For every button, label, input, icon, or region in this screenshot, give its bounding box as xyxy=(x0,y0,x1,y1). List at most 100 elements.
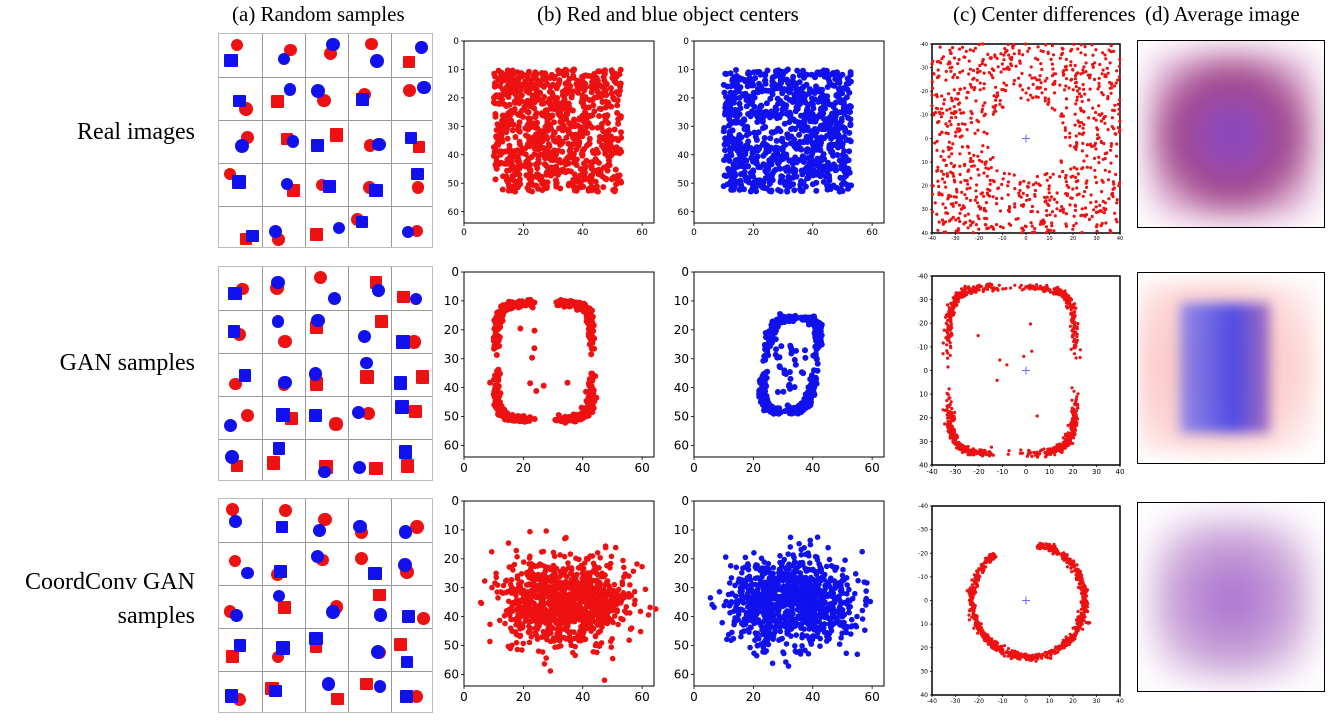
data-point xyxy=(612,544,619,551)
red-circle xyxy=(410,519,424,534)
data-point xyxy=(776,363,783,370)
data-point xyxy=(507,107,514,114)
data-point xyxy=(547,638,554,645)
blue-circle xyxy=(308,367,323,381)
data-point xyxy=(553,177,559,184)
data-point xyxy=(528,179,534,186)
data-point xyxy=(493,320,500,327)
data-point xyxy=(771,406,778,413)
data-point xyxy=(561,96,568,103)
data-point xyxy=(618,129,624,136)
data-point xyxy=(787,113,794,120)
grid-divider xyxy=(219,585,432,586)
data-point xyxy=(626,637,632,643)
data-point xyxy=(522,418,529,425)
data-point xyxy=(835,144,841,151)
data-point xyxy=(758,388,765,395)
data-point xyxy=(843,94,850,101)
data-point xyxy=(817,142,824,149)
data-point xyxy=(738,154,745,161)
data-point xyxy=(738,171,745,177)
sample-grid-real xyxy=(218,33,433,248)
data-point xyxy=(531,141,538,148)
data-point xyxy=(542,123,549,130)
data-point xyxy=(607,560,614,567)
data-point xyxy=(794,407,801,414)
data-point xyxy=(492,335,499,342)
data-point xyxy=(498,589,504,595)
data-point xyxy=(614,600,620,606)
data-point xyxy=(517,608,524,615)
plot-frame xyxy=(693,271,885,458)
data-point xyxy=(521,587,527,594)
data-point xyxy=(588,395,595,402)
data-point xyxy=(491,376,497,383)
blue-circle xyxy=(224,450,239,465)
data-point xyxy=(741,186,747,193)
data-point xyxy=(510,166,517,173)
data-point xyxy=(526,639,533,646)
data-point xyxy=(516,141,523,148)
data-point xyxy=(785,383,792,389)
x-tick-label: 40 xyxy=(575,461,590,475)
data-point xyxy=(582,169,588,176)
data-point xyxy=(510,300,517,306)
data-point xyxy=(534,563,541,569)
data-point xyxy=(750,158,756,165)
data-point xyxy=(527,380,534,387)
data-point xyxy=(549,92,556,99)
data-point xyxy=(621,564,627,571)
data-point xyxy=(503,120,510,127)
data-point xyxy=(502,620,508,627)
data-point xyxy=(538,579,545,585)
data-point xyxy=(611,96,618,103)
data-point xyxy=(573,302,580,309)
data-point xyxy=(736,132,743,138)
red-circle xyxy=(230,38,244,52)
data-point xyxy=(553,565,560,572)
data-point xyxy=(813,337,819,344)
data-point xyxy=(731,94,738,101)
data-point xyxy=(767,135,774,142)
data-point xyxy=(612,166,619,173)
data-point xyxy=(829,126,836,133)
data-point xyxy=(526,623,532,630)
data-point xyxy=(523,132,529,139)
data-point xyxy=(589,607,595,614)
data-point xyxy=(607,606,613,613)
y-tick-label: 40 xyxy=(444,381,459,395)
data-point xyxy=(820,163,827,170)
data-point xyxy=(552,97,559,104)
data-point xyxy=(503,304,510,310)
data-point xyxy=(522,84,529,91)
data-point xyxy=(565,86,572,93)
data-point xyxy=(720,183,727,190)
data-point xyxy=(519,299,525,306)
data-point xyxy=(551,553,558,560)
data-point xyxy=(491,93,498,100)
data-point xyxy=(523,617,529,623)
y-tick-label: 0 xyxy=(451,495,459,508)
data-point xyxy=(571,133,578,140)
y-tick-label: 60 xyxy=(674,668,689,682)
data-point xyxy=(830,161,837,168)
data-point xyxy=(516,88,523,95)
data-point xyxy=(494,382,501,388)
red-circle xyxy=(278,503,293,518)
blue-circle xyxy=(234,139,249,154)
data-point xyxy=(751,550,757,556)
data-point xyxy=(536,127,543,134)
data-point xyxy=(495,133,502,139)
y-tick-label: 10 xyxy=(674,294,689,308)
data-point xyxy=(847,121,854,128)
data-point xyxy=(614,110,621,116)
data-point xyxy=(739,570,745,576)
data-point xyxy=(551,147,558,154)
data-point xyxy=(845,165,852,172)
data-point xyxy=(827,114,833,121)
data-point xyxy=(584,570,590,576)
data-point xyxy=(839,90,846,97)
data-point xyxy=(521,612,528,618)
data-point xyxy=(601,619,608,626)
